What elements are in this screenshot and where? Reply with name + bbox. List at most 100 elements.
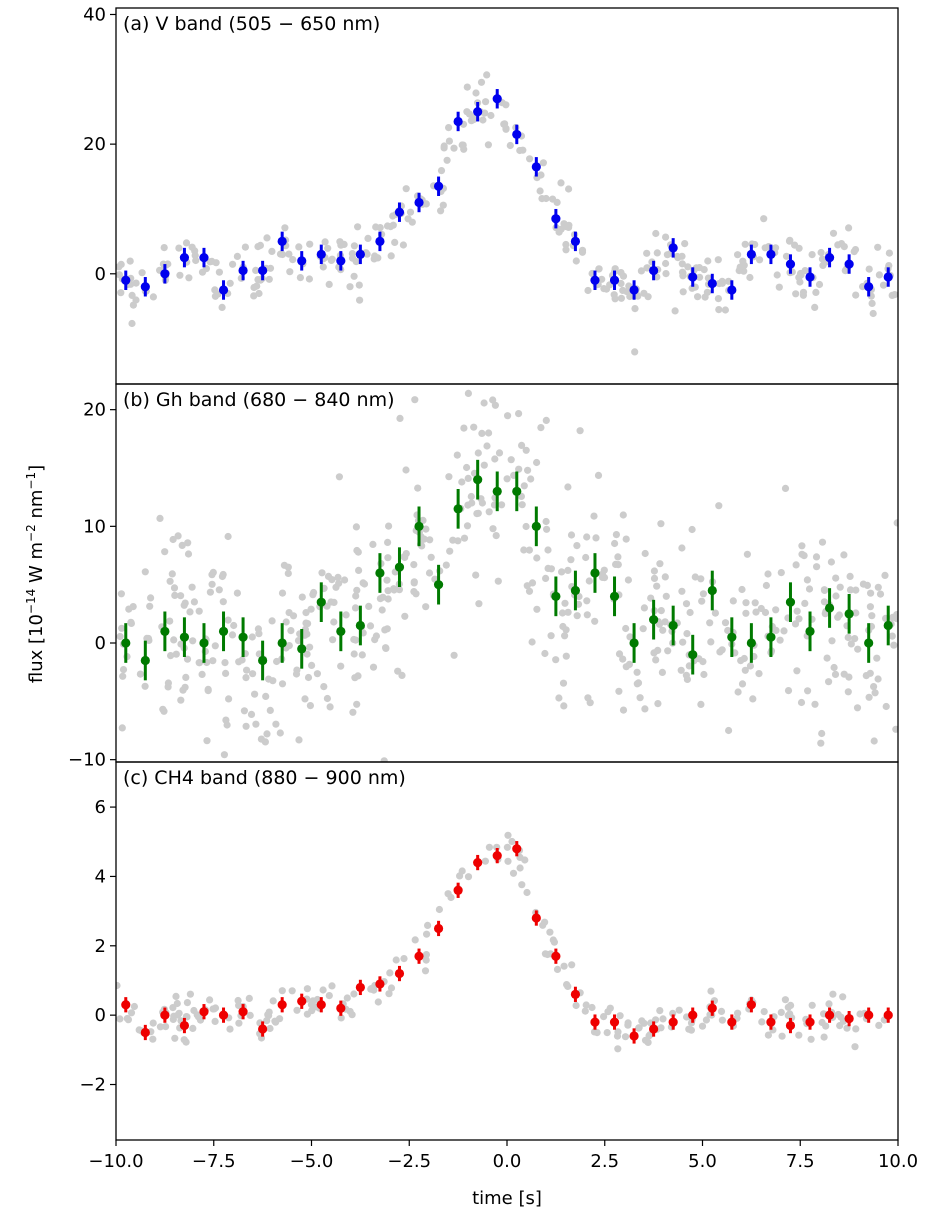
raw-point [654, 700, 662, 708]
raw-point [614, 553, 622, 561]
raw-point [746, 273, 754, 282]
raw-point [224, 532, 232, 541]
raw-point [721, 306, 730, 314]
data-point [238, 265, 248, 276]
raw-point [503, 475, 511, 483]
raw-point [445, 124, 453, 132]
raw-point [306, 643, 314, 651]
raw-point [844, 633, 852, 642]
raw-point [223, 721, 231, 729]
raw-point [242, 722, 250, 730]
raw-point [734, 251, 742, 259]
raw-point [567, 556, 575, 564]
raw-point [729, 597, 737, 605]
raw-point [343, 994, 351, 1002]
raw-point [611, 539, 619, 548]
data-point [746, 1000, 756, 1010]
raw-point [868, 612, 876, 620]
raw-point [439, 201, 447, 209]
raw-point [355, 281, 363, 289]
data-point [805, 626, 815, 636]
data-point [414, 197, 424, 208]
raw-point [832, 592, 840, 600]
raw-point [539, 159, 548, 167]
raw-point [674, 254, 682, 262]
raw-point [678, 587, 686, 595]
raw-point [837, 1013, 845, 1021]
raw-point [181, 683, 189, 691]
raw-point [843, 1024, 851, 1032]
raw-point [264, 1011, 272, 1019]
data-point [824, 1010, 835, 1020]
raw-point [840, 551, 848, 559]
raw-point [871, 689, 879, 697]
raw-point [423, 930, 431, 938]
raw-point [130, 1002, 138, 1011]
data-point [727, 632, 737, 642]
raw-point [561, 599, 569, 607]
x-axis-title: time [s] [472, 1188, 542, 1209]
data-point [218, 626, 229, 636]
raw-point [725, 726, 733, 735]
raw-point [592, 534, 600, 542]
raw-point [132, 279, 140, 287]
raw-point [208, 571, 216, 579]
raw-point [341, 576, 349, 584]
raw-point [141, 568, 149, 576]
raw-point [662, 259, 670, 268]
data-point [394, 207, 405, 217]
raw-point [138, 269, 146, 277]
data-point [512, 129, 522, 140]
data-point [649, 1024, 659, 1034]
raw-point [209, 657, 217, 665]
raw-point [714, 295, 723, 303]
raw-point [572, 257, 580, 265]
y-tick-label: 20 [83, 400, 106, 421]
raw-point [617, 279, 625, 288]
raw-point [302, 609, 310, 617]
raw-point [262, 692, 270, 701]
raw-point [470, 423, 478, 431]
raw-point [189, 637, 197, 645]
data-point [688, 650, 698, 660]
raw-point [288, 987, 296, 995]
x-tick-label: 2.5 [590, 1151, 619, 1172]
raw-point [600, 1013, 608, 1021]
data-point [140, 282, 150, 292]
raw-point [798, 542, 806, 550]
data-point [199, 1007, 209, 1017]
raw-point [808, 251, 816, 259]
raw-point [328, 982, 336, 990]
raw-point [211, 292, 219, 300]
raw-point [685, 1025, 693, 1033]
raw-point [351, 604, 360, 612]
raw-point [427, 553, 435, 561]
raw-point [248, 633, 256, 641]
raw-point [520, 482, 528, 490]
raw-point [659, 1015, 667, 1023]
raw-point [516, 864, 524, 872]
raw-point [235, 1019, 243, 1027]
raw-point [835, 611, 844, 619]
data-point [433, 580, 444, 590]
raw-point [538, 195, 546, 203]
raw-point [635, 1024, 643, 1032]
raw-point [494, 577, 502, 585]
raw-point [678, 544, 686, 552]
raw-point [714, 256, 722, 264]
raw-point [229, 260, 237, 268]
raw-point [215, 268, 223, 276]
raw-point [552, 656, 560, 664]
raw-point [445, 473, 453, 481]
raw-point [764, 1031, 773, 1039]
raw-point [169, 535, 177, 544]
raw-point [484, 141, 492, 149]
raw-point [353, 700, 361, 708]
raw-point [477, 78, 486, 86]
raw-point [211, 286, 219, 294]
raw-point [681, 240, 689, 248]
raw-point [622, 624, 630, 633]
raw-point [402, 185, 410, 193]
raw-point [867, 589, 875, 597]
data-point [668, 620, 678, 631]
